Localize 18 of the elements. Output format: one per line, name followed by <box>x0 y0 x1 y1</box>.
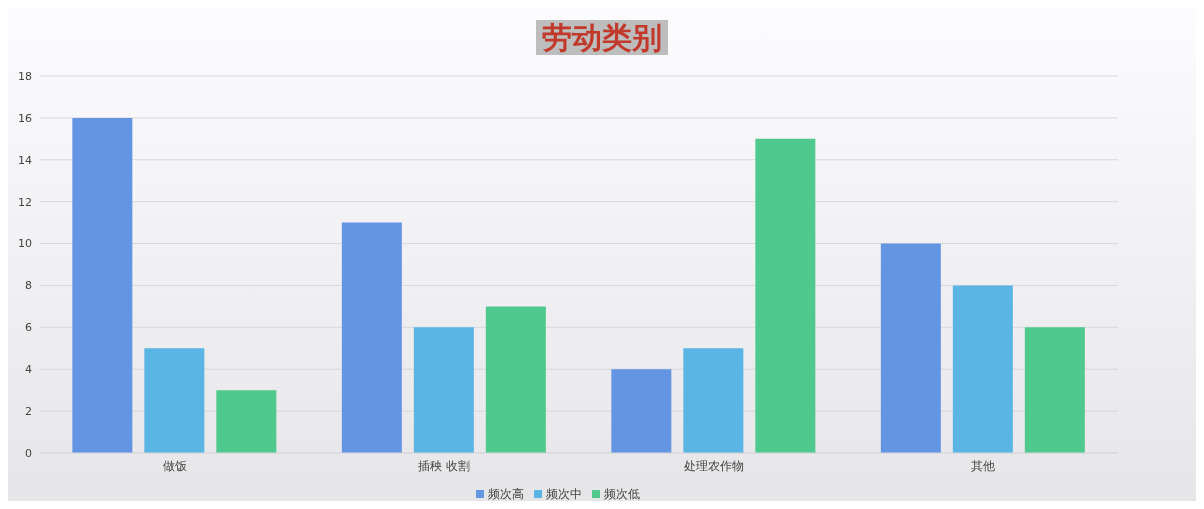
x-tick-label: 做饭 <box>162 458 187 473</box>
y-tick-label: 12 <box>18 195 32 209</box>
y-tick-label: 18 <box>18 69 32 83</box>
legend-label: 频次低 <box>604 487 640 501</box>
legend-label: 频次中 <box>546 487 582 501</box>
x-tick-label: 处理农作物 <box>683 458 744 473</box>
y-tick-label: 4 <box>25 363 32 377</box>
y-tick-label: 2 <box>25 405 32 419</box>
y-tick-label: 14 <box>18 153 32 167</box>
y-tick-label: 0 <box>25 446 32 460</box>
y-tick-label: 16 <box>18 111 32 125</box>
y-tick-label: 8 <box>25 279 32 293</box>
y-tick-label: 10 <box>18 237 32 251</box>
legend-label: 频次高 <box>488 487 524 501</box>
y-tick-label: 6 <box>25 321 32 335</box>
x-tick-label: 插秧 收割 <box>418 458 471 473</box>
x-tick-label: 其他 <box>971 458 996 473</box>
chart-title: 劳动类别 <box>536 20 668 55</box>
